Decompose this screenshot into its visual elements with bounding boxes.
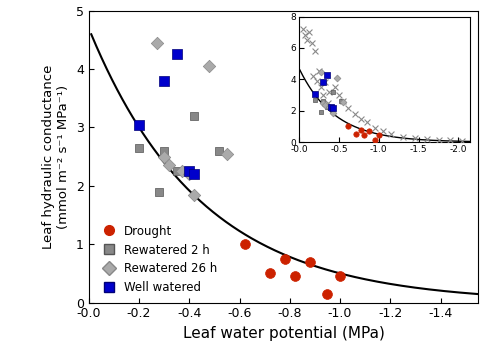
X-axis label: Leaf water potential (MPa): Leaf water potential (MPa) — [182, 326, 385, 341]
Point — [336, 273, 344, 279]
Point — [160, 148, 168, 154]
Point — [215, 148, 223, 154]
Point — [190, 171, 198, 177]
Point — [135, 122, 143, 127]
Point — [178, 168, 186, 174]
Point — [160, 78, 168, 84]
Point — [323, 291, 331, 297]
Point — [173, 52, 180, 57]
Point — [306, 259, 314, 265]
Point — [185, 171, 193, 177]
Point — [185, 168, 193, 174]
Point — [223, 151, 231, 157]
Point — [173, 168, 180, 174]
Point — [266, 271, 274, 276]
Point — [241, 241, 248, 247]
Point — [165, 163, 173, 168]
Legend: Drought, Rewatered 2 h, Rewatered 26 h, Well watered: Drought, Rewatered 2 h, Rewatered 26 h, … — [95, 222, 220, 297]
Point — [291, 273, 299, 279]
Y-axis label: Leaf hydraulic conductance
(mmol m⁻² s⁻¹ MPa⁻¹): Leaf hydraulic conductance (mmol m⁻² s⁻¹… — [42, 64, 70, 249]
Point — [155, 189, 163, 194]
Point — [153, 40, 161, 46]
Point — [206, 63, 213, 69]
Point — [190, 192, 198, 198]
Point — [135, 145, 143, 151]
Point — [281, 256, 289, 262]
Point — [190, 113, 198, 119]
Point — [160, 154, 168, 159]
